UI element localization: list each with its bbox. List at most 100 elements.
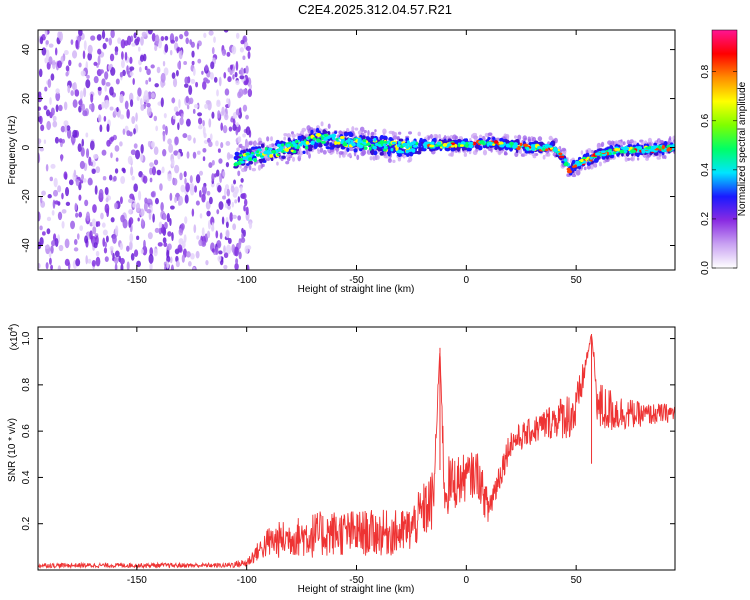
ridge-core: [326, 140, 330, 145]
noise-blob: [144, 65, 148, 71]
noise-blob: [39, 236, 44, 246]
ridge-core: [246, 163, 250, 166]
noise-blob: [115, 157, 119, 162]
noise-blob: [151, 32, 156, 42]
noise-blob: [160, 202, 164, 212]
ridge-peak: [542, 147, 546, 152]
colorbar-tick-label: 0.8: [700, 64, 711, 78]
ridge-halo: [391, 130, 395, 137]
noise-blob: [177, 152, 181, 160]
noise-blob: [237, 215, 242, 221]
noise-blob: [115, 78, 120, 85]
noise-blob: [243, 80, 249, 86]
noise-blob: [195, 81, 199, 88]
noise-blob: [174, 136, 179, 146]
noise-blob: [153, 115, 158, 122]
ridge-peak: [661, 144, 665, 150]
snr-y-label: SNR (10 * v/v): [7, 418, 18, 482]
noise-blob: [174, 164, 180, 174]
noise-blob: [52, 120, 58, 128]
ridge-core: [297, 135, 302, 140]
noise-blob: [188, 85, 193, 96]
noise-blob: [234, 246, 239, 257]
ridge-peak: [468, 143, 474, 149]
noise-blob: [104, 186, 109, 196]
noise-blob: [184, 177, 187, 185]
noise-blob: [245, 65, 249, 74]
ridge-peak: [351, 142, 356, 147]
ridge-halo: [239, 164, 242, 169]
ridge-core: [466, 147, 472, 152]
noise-blob: [112, 234, 117, 244]
noise-blob: [147, 232, 153, 240]
ridge-core: [653, 151, 659, 156]
noise-blob: [54, 47, 58, 56]
noise-blob: [144, 197, 148, 204]
ridge-peak: [499, 144, 505, 148]
noise-blob: [85, 255, 88, 265]
noise-blob: [216, 101, 221, 108]
ridge-peak: [563, 162, 569, 167]
ridge-peak: [316, 139, 322, 143]
noise-blob: [186, 104, 190, 110]
noise-blob: [177, 200, 182, 206]
ridge-peak: [523, 143, 529, 147]
noise-scatter: [38, 30, 253, 270]
noise-blob: [180, 184, 186, 193]
ridge-peak: [397, 141, 402, 145]
ridge-halo: [276, 161, 279, 166]
noise-blob: [176, 47, 182, 52]
ridge-halo: [351, 126, 355, 132]
noise-blob: [224, 113, 229, 121]
noise-blob: [184, 194, 189, 204]
spectrogram-y-tick-label: 20: [21, 93, 32, 105]
noise-blob: [165, 125, 168, 136]
noise-blob: [166, 212, 170, 223]
noise-blob: [238, 251, 242, 260]
ridge-peak: [492, 143, 496, 146]
noise-blob: [189, 183, 194, 191]
noise-blob: [226, 51, 231, 57]
noise-blob: [179, 117, 184, 126]
noise-blob: [77, 143, 82, 153]
noise-blob: [140, 36, 144, 46]
ridge-halo: [296, 132, 299, 137]
ridge-peak: [468, 141, 474, 145]
noise-blob: [184, 216, 188, 224]
snr-series-line: [38, 334, 675, 570]
noise-blob: [120, 59, 125, 69]
noise-blob: [64, 238, 70, 249]
noise-blob: [202, 120, 205, 127]
noise-blob: [137, 87, 142, 97]
ridge-peak: [629, 146, 633, 150]
noise-blob: [195, 174, 201, 184]
noise-blob: [226, 188, 231, 197]
noise-blob: [202, 80, 207, 90]
noise-blob: [249, 84, 253, 90]
noise-blob: [47, 78, 52, 89]
noise-blob: [245, 206, 249, 216]
noise-blob: [225, 230, 230, 238]
noise-blob: [193, 137, 196, 144]
noise-blob: [223, 30, 229, 33]
snr-x-tick-label: -150: [127, 575, 147, 586]
noise-blob: [120, 176, 126, 185]
noise-blob: [197, 58, 202, 64]
ridge-core: [240, 150, 244, 153]
ridge-peak: [459, 144, 464, 147]
noise-blob: [150, 64, 155, 69]
noise-blob: [222, 195, 226, 200]
ridge-peak: [493, 140, 499, 144]
ridge-peak: [442, 143, 448, 147]
ridge-halo: [490, 148, 493, 153]
noise-blob: [45, 163, 49, 172]
spectrogram-y-axis: -40 -20 0 20 40: [21, 44, 675, 253]
spectrogram-plot-area: [38, 30, 675, 270]
ridge-halo: [531, 136, 537, 142]
ridge-peak: [391, 141, 396, 145]
ridge-peak: [423, 141, 429, 145]
ridge-halo: [668, 136, 672, 141]
noise-blob: [140, 143, 144, 154]
noise-blob: [231, 243, 236, 253]
noise-blob: [202, 147, 207, 153]
